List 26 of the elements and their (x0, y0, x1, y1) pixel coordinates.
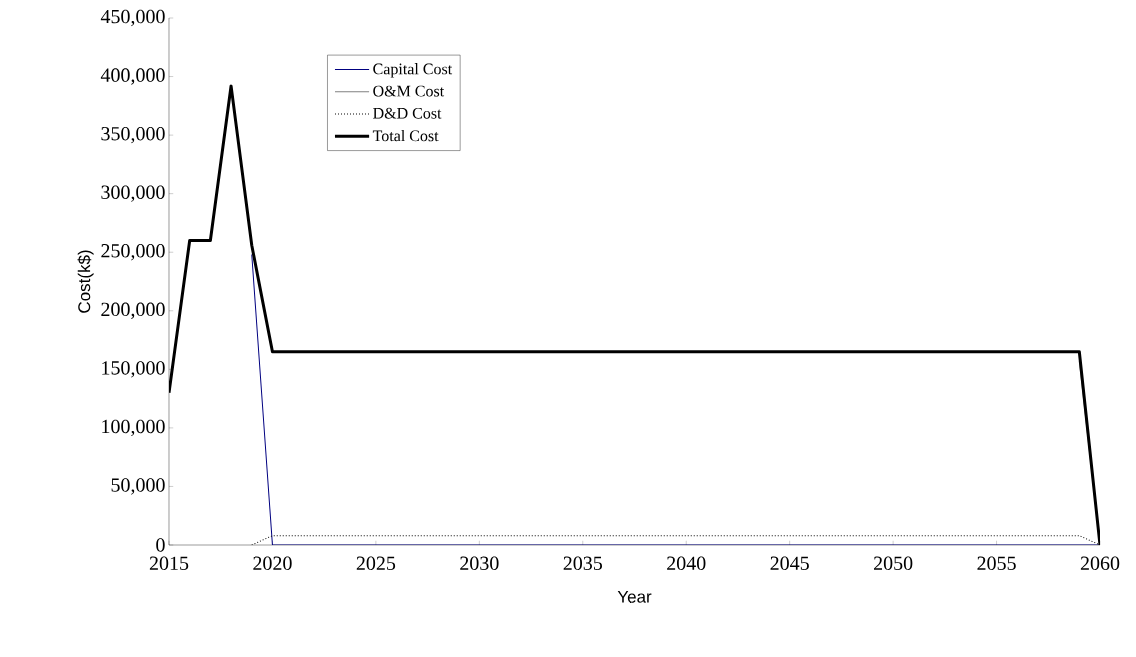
y-tick-label: 100,000 (102, 419, 165, 437)
x-tick-label: 2045 (770, 556, 809, 571)
y-tick-label: 350,000 (101, 126, 165, 144)
legend-label: Capital Cost (373, 63, 453, 78)
y-tick-label: 200,000 (101, 302, 165, 319)
y-axis-title: Cost(k$) (77, 250, 94, 313)
y-tick-label: 50,000 (111, 478, 165, 495)
x-tick-label: 2025 (356, 556, 396, 571)
x-tick-label: 2040 (667, 556, 706, 571)
legend-label: O&M Cost (373, 85, 445, 97)
x-tick-label: 2015 (149, 556, 189, 571)
x-tick-label: 2055 (977, 556, 1016, 571)
y-tick-label: 450,000 (100, 9, 165, 27)
x-tick-label: 2050 (873, 556, 913, 571)
x-tick-label: 2030 (460, 556, 499, 571)
legend-label: Total Cost (372, 129, 439, 142)
x-axis-title: Year (617, 590, 652, 603)
y-tick-label: 300,000 (101, 185, 165, 202)
y-tick-label: 250,000 (101, 244, 165, 261)
x-tick-label: 2035 (563, 556, 602, 571)
y-tick-label: 0 (156, 538, 165, 552)
y-tick-label: 150,000 (102, 361, 165, 378)
x-tick-label: 2020 (253, 556, 292, 571)
legend-label: D&D Cost (373, 107, 442, 119)
y-tick-label: 400,000 (100, 68, 165, 85)
x-tick-label: 2060 (1080, 556, 1120, 571)
